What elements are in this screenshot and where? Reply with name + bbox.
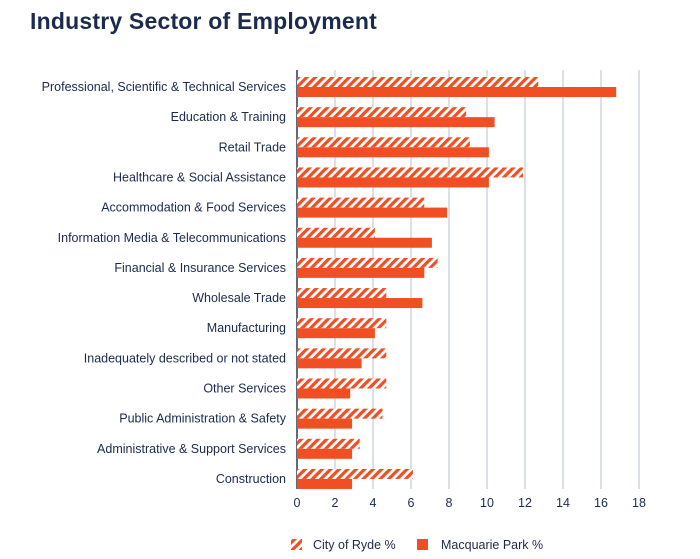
legend-swatch-city-of-ryde (291, 539, 302, 550)
x-tick-label: 6 (408, 496, 415, 510)
bar-city-of-ryde (297, 77, 539, 87)
x-tick-label: 18 (632, 496, 646, 510)
category-label: Administrative & Support Services (97, 442, 286, 456)
category-label: Professional, Scientific & Technical Ser… (42, 80, 286, 94)
legend: City of Ryde % Macquarie Park % (291, 538, 543, 552)
category-labels: Professional, Scientific & Technical Ser… (42, 80, 287, 486)
bar-macquarie-park (297, 418, 353, 429)
bar-macquarie-park (297, 177, 489, 188)
bar-city-of-ryde (297, 408, 383, 419)
category-label: Wholesale Trade (192, 291, 286, 305)
x-tick-label: 8 (446, 496, 453, 510)
category-label: Construction (216, 472, 286, 486)
x-tick-label: 0 (294, 496, 301, 510)
bar-macquarie-park (297, 87, 617, 97)
category-label: Healthcare & Social Assistance (113, 170, 286, 184)
bar-city-of-ryde (297, 378, 387, 389)
legend-label-macquarie-park: Macquarie Park % (441, 538, 543, 552)
category-label: Education & Training (171, 110, 286, 124)
bar-macquarie-park (297, 388, 351, 399)
bar-city-of-ryde (297, 197, 425, 208)
legend-swatch-macquarie-park (417, 539, 428, 550)
category-label: Financial & Insurance Services (114, 261, 286, 275)
category-label: Accommodation & Food Services (101, 201, 286, 215)
bar-city-of-ryde (297, 318, 387, 329)
bar-macquarie-park (297, 147, 489, 158)
bar-macquarie-park (297, 448, 353, 459)
x-tick-label: 10 (480, 496, 494, 510)
category-label: Retail Trade (219, 140, 286, 154)
bar-city-of-ryde (297, 468, 413, 479)
category-label: Public Administration & Safety (119, 412, 286, 426)
category-label: Information Media & Telecommunications (58, 231, 286, 245)
x-tick-label: 12 (518, 496, 532, 510)
bar-city-of-ryde (297, 438, 360, 449)
bar-city-of-ryde (297, 137, 470, 148)
bar-city-of-ryde (297, 227, 375, 238)
bar-macquarie-park (297, 267, 425, 278)
category-label: Other Services (203, 382, 286, 396)
bar-macquarie-park (297, 207, 448, 218)
x-tick-label: 14 (556, 496, 570, 510)
x-tick-label: 2 (332, 496, 339, 510)
bar-macquarie-park (297, 117, 495, 128)
bar-city-of-ryde (297, 257, 438, 268)
x-tick-label: 16 (594, 496, 608, 510)
x-axis-ticks: 0 2 4 6 8 10 12 14 16 18 (294, 496, 646, 510)
x-tick-label: 4 (370, 496, 377, 510)
bar-city-of-ryde (297, 107, 467, 118)
bar-macquarie-park (297, 478, 353, 489)
bars (297, 77, 617, 489)
chart-title: Industry Sector of Employment (30, 8, 378, 34)
bar-macquarie-park (297, 237, 432, 248)
legend-label-city-of-ryde: City of Ryde % (313, 538, 396, 552)
bar-city-of-ryde (297, 288, 387, 299)
category-label: Inadequately described or not stated (84, 351, 286, 365)
bar-macquarie-park (297, 298, 423, 309)
bar-city-of-ryde (297, 167, 524, 178)
category-label: Manufacturing (207, 321, 286, 335)
bar-macquarie-park (297, 328, 375, 339)
bar-macquarie-park (297, 358, 362, 369)
bar-city-of-ryde (297, 348, 387, 359)
